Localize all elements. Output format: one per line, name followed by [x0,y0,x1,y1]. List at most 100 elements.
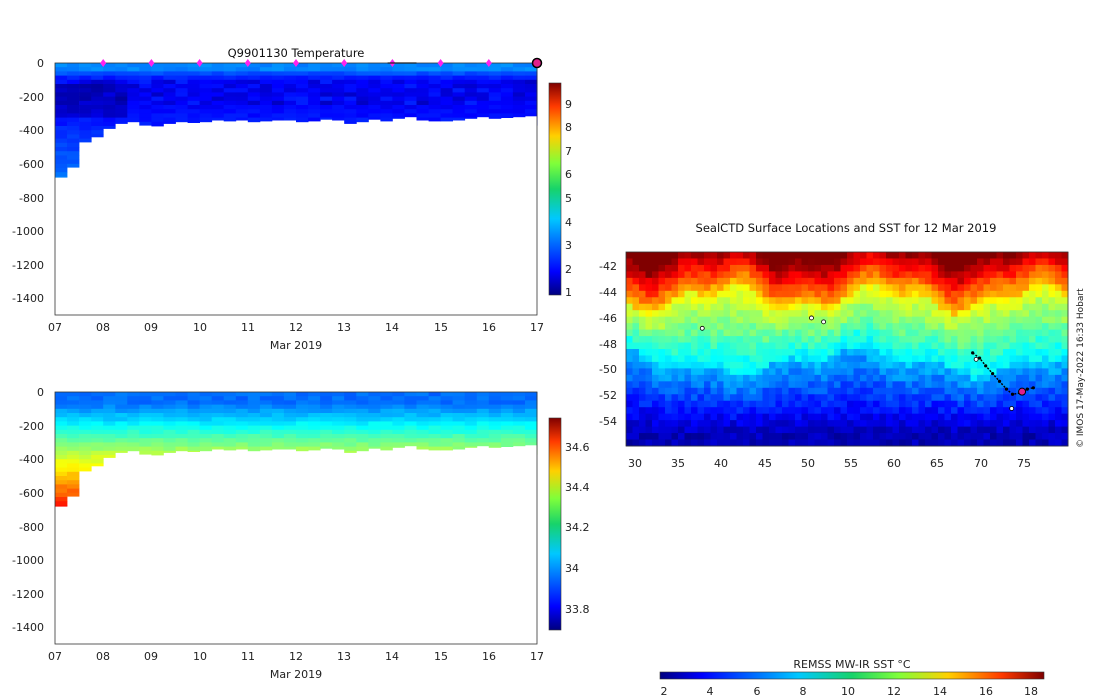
sst-cell [840,323,848,330]
sst-cell [944,303,952,311]
sst-cell [808,329,815,337]
sst-cell [782,400,789,408]
sst-cell [736,310,744,318]
section-cell [416,434,429,439]
section-cell [151,434,164,439]
sst-cell [1016,284,1023,292]
section-cell [500,421,514,426]
section-cell [199,396,213,401]
sst-cell [944,252,952,259]
sst-cell [697,264,705,272]
section-cell [404,88,417,93]
sst-cell [1003,277,1010,285]
sst-cell [671,303,679,311]
section-cell [139,434,152,439]
map-y-ticks: -42 -44 -46 -48 -50 -52 -54 [599,260,617,428]
sst-cell [801,342,809,350]
sst-cell [632,381,640,389]
sst-cell [743,336,750,343]
section-cell [476,434,490,439]
sst-cell [658,258,666,266]
sst-cell [834,284,841,292]
sst-cell [1061,310,1069,318]
section-cell [175,404,188,410]
sst-cell [905,336,913,343]
section-cell [211,408,225,414]
colorbar-tick-label: 10 [841,685,855,698]
sst-cell [899,336,906,343]
section-cell [368,100,381,106]
sst-cell [912,426,919,434]
sst-cell [678,310,685,318]
section-cell [67,492,80,497]
sst-cell [1022,277,1030,285]
x-tick-label: 12 [289,650,303,663]
section-cell [416,396,429,401]
sst-cell [736,361,744,369]
sst-cell [834,342,841,350]
sst-cell [879,387,887,395]
section-cell [163,113,176,118]
sst-cell [723,349,731,356]
section-cell [476,438,490,443]
sst-cell [808,277,815,285]
sst-cell [782,323,789,330]
section-cell [91,92,104,97]
sst-cell [639,361,646,369]
sst-cell [684,368,692,376]
sst-cell [769,264,776,272]
sst-cell [847,310,854,318]
y-tick-label: -1400 [12,621,44,634]
sst-cell [710,310,718,318]
sst-cell [788,284,796,292]
section-cell [187,421,200,426]
sst-cell [951,355,958,363]
sst-cell [795,342,802,350]
sst-cell [996,420,1004,427]
sst-cell [691,252,698,259]
section-cell [67,396,80,401]
section-cell [320,113,333,118]
sst-cell [977,400,984,408]
sst-cell [756,323,763,330]
sst-cell [1042,336,1049,343]
sst-cell [951,433,958,440]
section-cell [103,425,116,431]
sst-cell [749,271,757,279]
sst-cell [788,310,796,318]
section-cell [440,88,453,93]
sst-cell [860,342,867,350]
sst-cell [775,420,783,427]
section-cell [380,438,393,443]
sst-cell [931,433,939,440]
sst-cell [658,264,666,272]
sst-cell [847,439,854,447]
sst-cell [892,290,900,298]
section-cell [67,155,80,160]
sst-cell [879,271,887,279]
sst-cell [730,368,737,376]
section-cell [223,75,237,81]
sst-cell [964,349,971,356]
section-cell [103,105,116,110]
sst-cell [1029,400,1036,408]
sst-cell [639,284,646,292]
sst-cell [1042,349,1049,356]
sst-cell [749,336,757,343]
section-cell [235,396,249,401]
sst-cell [678,400,685,408]
section-cell [55,155,68,160]
sst-cell [704,264,711,272]
sst-cell [879,323,887,330]
sst-cell [645,290,653,298]
sst-cell [626,394,633,402]
sst-cell [775,303,783,311]
section-cell [91,392,104,397]
section-cell [428,96,442,102]
section-cell [55,147,68,152]
section-cell [332,84,345,89]
sst-cell [970,413,978,421]
sst-cell [938,290,945,298]
section-cell [356,425,369,431]
sst-cell [827,264,835,272]
